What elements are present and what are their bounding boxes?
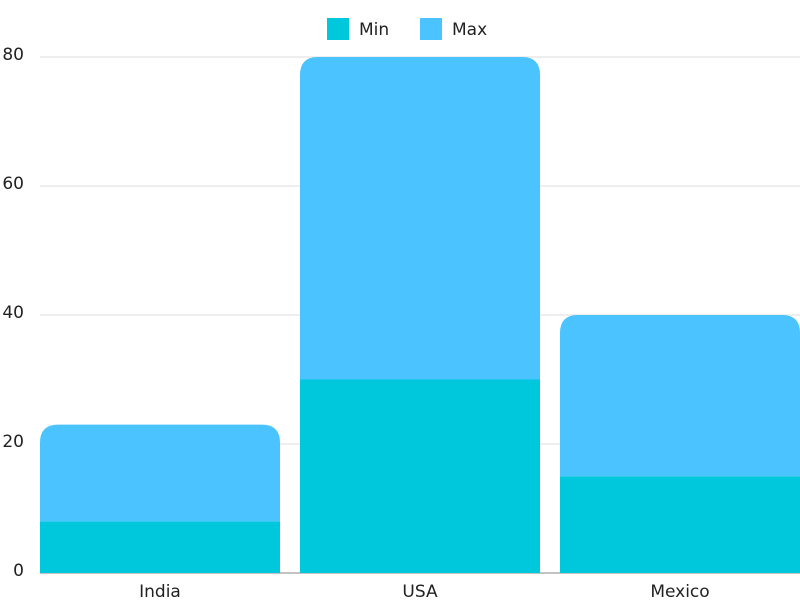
y-tick-label: 20	[2, 432, 24, 452]
y-tick-label: 60	[2, 174, 24, 194]
bar-segment	[40, 521, 280, 573]
bar-segment	[560, 315, 800, 477]
x-tick-label: Mexico	[650, 582, 709, 600]
x-tick-label: India	[139, 582, 181, 600]
bar-segment	[560, 476, 800, 573]
y-tick-label: 40	[2, 303, 24, 323]
y-tick-label: 80	[2, 45, 24, 65]
legend-swatch	[420, 18, 442, 40]
bar-segment	[300, 379, 540, 573]
x-tick-label: USA	[402, 582, 438, 600]
bar-segment	[300, 57, 540, 380]
bar-segment	[40, 424, 280, 522]
legend-label: Max	[452, 20, 487, 40]
y-tick-label: 0	[13, 561, 24, 581]
legend-label: Min	[359, 20, 389, 40]
legend-swatch	[327, 18, 349, 40]
